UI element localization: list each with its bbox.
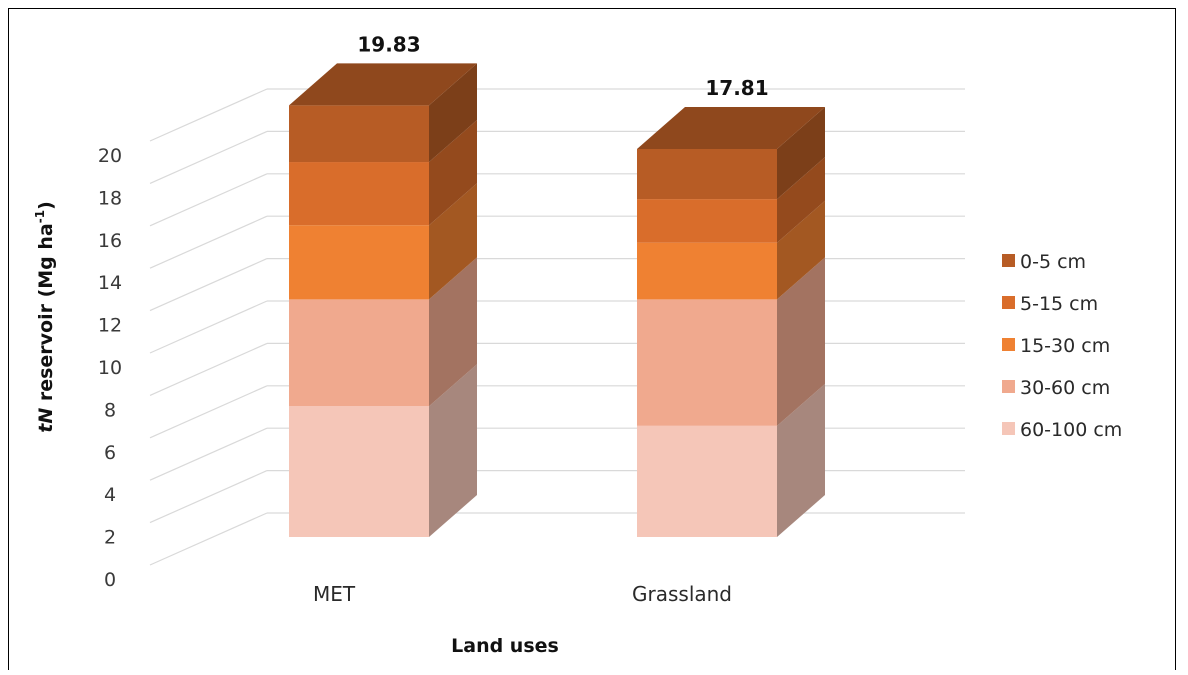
y-axis-title-close: ) <box>35 201 57 210</box>
bar-segment-front <box>289 299 429 407</box>
bar-segment-front <box>637 148 777 200</box>
bar-segment-side <box>777 383 825 537</box>
bar-segment-front <box>637 425 777 537</box>
y-axis-title: tN reservoir (Mg ha-1) <box>33 201 57 433</box>
bar-segment-front <box>289 162 429 226</box>
bar-segment <box>289 257 477 407</box>
gridline-side <box>149 300 268 354</box>
legend-swatch <box>1002 380 1015 393</box>
bar-segment <box>637 157 825 243</box>
legend-label: 5-15 cm <box>1020 293 1098 315</box>
gridline-side <box>149 130 268 184</box>
bar-segment <box>289 120 477 226</box>
gridline-side <box>149 258 268 312</box>
y-tick-label: 18 <box>98 187 122 209</box>
bar-segment <box>637 200 825 300</box>
bar-segment-top <box>637 106 825 149</box>
legend-swatch <box>1002 338 1015 351</box>
chart-frame <box>8 8 1176 670</box>
x-tick-label: MET <box>313 582 356 606</box>
gridline-side <box>149 470 268 524</box>
bar-segment <box>637 257 825 426</box>
y-tick-label: 16 <box>98 230 122 252</box>
legend-label: 15-30 cm <box>1020 335 1110 357</box>
y-axis-ticks: 0 2 4 6 8 10 12 14 16 18 20 <box>98 145 122 591</box>
legend-item: 0-5 cm <box>1002 251 1086 273</box>
legend-label: 0-5 cm <box>1020 251 1086 273</box>
gridline-side <box>149 512 268 566</box>
bar-segment-side <box>429 120 477 226</box>
legend-item: 30-60 cm <box>1002 377 1110 399</box>
bar-segment-front <box>289 406 429 537</box>
bar-segment-front <box>637 242 777 300</box>
bar-segment-front <box>289 105 429 163</box>
bar-segment-side <box>777 257 825 426</box>
gridline-side <box>149 88 268 142</box>
bar-segment <box>289 183 477 300</box>
bar-segment <box>637 106 825 200</box>
bar-segment <box>289 364 477 537</box>
legend-swatch <box>1002 296 1015 309</box>
legend-item: 60-100 cm <box>1002 419 1122 441</box>
legend-label: 30-60 cm <box>1020 377 1110 399</box>
x-tick-label: Grassland <box>632 582 732 606</box>
gridline-side <box>149 342 268 396</box>
y-tick-label: 2 <box>104 527 116 549</box>
bar-segment <box>289 63 477 163</box>
legend-swatch <box>1002 254 1015 267</box>
gridlines <box>149 88 965 566</box>
y-tick-label: 6 <box>104 442 116 464</box>
legend-swatch <box>1002 422 1015 435</box>
bar-segment-front <box>637 199 777 243</box>
bar-segment-side <box>777 106 825 200</box>
total-label: 17.81 <box>705 76 768 100</box>
bar-segment-side <box>429 257 477 407</box>
bar-segment-top <box>289 63 477 106</box>
gridline-side <box>149 215 268 269</box>
bar-segment-side <box>777 200 825 300</box>
total-label: 19.83 <box>357 32 420 56</box>
gridline-side <box>149 385 268 439</box>
y-tick-label: 0 <box>104 569 116 591</box>
y-tick-label: 12 <box>98 315 122 337</box>
legend-label: 60-100 cm <box>1020 419 1122 441</box>
y-axis-title-superscript: -1 <box>33 210 47 223</box>
bar-segment-side <box>777 157 825 243</box>
bar-segment <box>637 383 825 537</box>
y-axis-title-main: reservoir (Mg ha <box>35 223 57 408</box>
x-axis-ticks: MET Grassland <box>313 582 732 606</box>
bar-segment-front <box>289 225 429 300</box>
bar-segment-side <box>429 63 477 163</box>
gridline-side <box>149 173 268 227</box>
y-tick-label: 20 <box>98 145 122 167</box>
x-axis-title: Land uses <box>451 635 559 657</box>
y-tick-label: 14 <box>98 272 122 294</box>
bar-grassland <box>637 106 825 537</box>
y-axis-title-variable: tN <box>35 408 57 433</box>
bars <box>289 63 825 537</box>
bar-segment-side <box>429 183 477 300</box>
legend-item: 5-15 cm <box>1002 293 1098 315</box>
legend: 0-5 cm 5-15 cm 15-30 cm 30-60 cm 60-100 cm <box>1002 251 1122 441</box>
legend-item: 15-30 cm <box>1002 335 1110 357</box>
y-tick-label: 10 <box>98 357 122 379</box>
y-tick-label: 8 <box>104 399 116 421</box>
gridline-side <box>149 427 268 481</box>
bar-met <box>289 63 477 537</box>
bar-segment-side <box>429 364 477 537</box>
y-tick-label: 4 <box>104 484 116 506</box>
bar-segment-front <box>637 299 777 426</box>
total-labels: 19.83 17.81 <box>357 32 768 100</box>
